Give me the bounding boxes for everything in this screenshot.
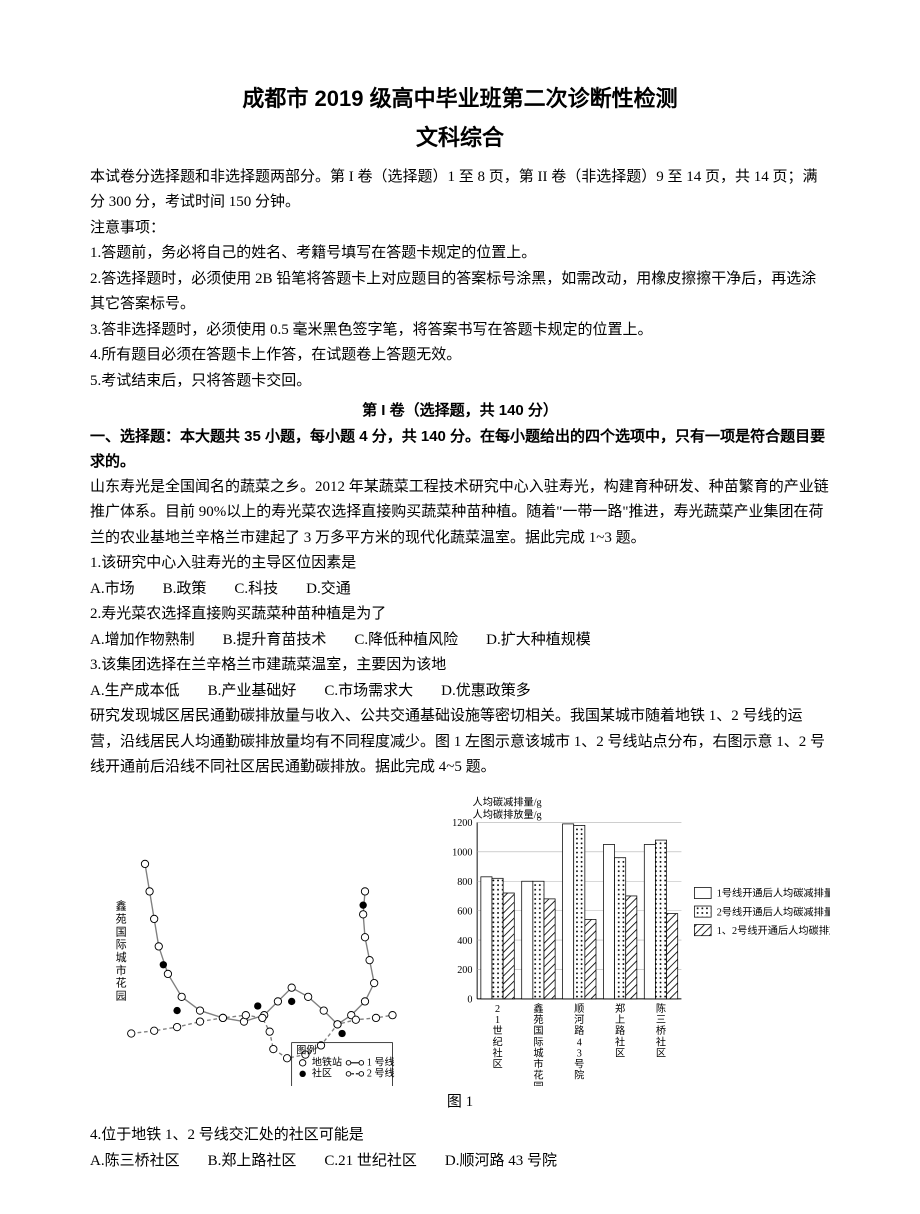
- notice-5: 5.考试结束后，只将答题卡交回。: [90, 369, 830, 395]
- svg-text:1号线开通后人均碳减排量: 1号线开通后人均碳减排量: [717, 886, 830, 899]
- svg-text:1000: 1000: [452, 847, 472, 858]
- svg-text:地铁站: 地铁站: [312, 1055, 342, 1068]
- mcq-instruction: 一、选择题：本大题共 35 小题，每小题 4 分，共 140 分。在每小题给出的…: [90, 424, 830, 475]
- notice-3: 3.答非选择题时，必须使用 0.5 毫米黑色签字笔，将答案书写在答题卡规定的位置…: [90, 318, 830, 344]
- svg-text:社: 社: [656, 1035, 666, 1048]
- q1-stem: 1.该研究中心入驻寿光的主导区位因素是: [90, 551, 830, 577]
- svg-text:顺: 顺: [574, 1003, 584, 1015]
- svg-text:院: 院: [574, 1068, 584, 1081]
- svg-text:区: 区: [615, 1047, 625, 1059]
- q2-stem: 2.寿光菜农选择直接购买蔬菜种苗种植是为了: [90, 602, 830, 628]
- svg-text:图例: 图例: [296, 1043, 316, 1056]
- svg-text:世: 世: [492, 1025, 502, 1037]
- svg-text:上: 上: [615, 1014, 625, 1026]
- svg-text:河: 河: [574, 1014, 584, 1026]
- svg-text:400: 400: [457, 936, 472, 947]
- title-main: 成都市 2019 级高中毕业班第二次诊断性检测: [90, 80, 830, 117]
- svg-text:纪: 纪: [492, 1036, 502, 1048]
- svg-text:1 号线: 1 号线: [367, 1055, 395, 1068]
- q1-opt-d: D.交通: [306, 577, 351, 603]
- svg-text:国: 国: [116, 925, 127, 938]
- q3-options: A.生产成本低 B.产业基础好 C.市场需求大 D.优惠政策多: [90, 679, 830, 705]
- q3-opt-d: D.优惠政策多: [441, 679, 531, 705]
- svg-text:鑫: 鑫: [533, 1002, 543, 1015]
- q2-opt-a: A.增加作物熟制: [90, 628, 195, 654]
- q3-opt-b: B.产业基础好: [208, 679, 297, 705]
- q2-opt-b: B.提升育苗技术: [223, 628, 327, 654]
- figure-1-chart: 人均碳减排量/g人均碳排放量/g 0 200 400 600 800 1000 1200 21世…: [440, 791, 830, 1086]
- svg-text:园: 园: [533, 1081, 543, 1086]
- svg-text:路: 路: [574, 1024, 584, 1037]
- svg-text:际: 际: [116, 938, 127, 951]
- svg-text:社: 社: [615, 1035, 625, 1048]
- svg-text:桥: 桥: [656, 1025, 666, 1037]
- svg-text:郑: 郑: [615, 1002, 625, 1015]
- q3-opt-a: A.生产成本低: [90, 679, 180, 705]
- svg-text:2号线开通后人均碳减排量: 2号线开通后人均碳减排量: [717, 905, 830, 918]
- svg-text:0: 0: [467, 994, 472, 1005]
- svg-text:1: 1: [495, 1015, 500, 1026]
- svg-text:市: 市: [533, 1057, 543, 1070]
- svg-text:社: 社: [492, 1046, 502, 1059]
- part1-heading: 第 I 卷（选择题，共 140 分）: [90, 398, 830, 424]
- svg-text:4: 4: [577, 1037, 582, 1048]
- q1-opt-c: C.科技: [234, 577, 278, 603]
- svg-text:号: 号: [574, 1058, 584, 1070]
- q2-opt-c: C.降低种植风险: [354, 628, 458, 654]
- svg-text:200: 200: [457, 965, 472, 976]
- q4-stem: 4.位于地铁 1、2 号线交汇处的社区可能是: [90, 1123, 830, 1149]
- svg-text:路: 路: [615, 1024, 625, 1037]
- svg-text:市: 市: [116, 963, 127, 977]
- intro-text: 本试卷分选择题和非选择题两部分。第 I 卷（选择题）1 至 8 页，第 II 卷…: [90, 165, 830, 216]
- q3-opt-c: C.市场需求大: [324, 679, 413, 705]
- q4-opt-b: B.郑上路社区: [208, 1149, 297, 1175]
- svg-text:2: 2: [495, 1004, 500, 1015]
- q1-opt-b: B.政策: [163, 577, 207, 603]
- svg-text:社区: 社区: [312, 1066, 332, 1079]
- q2-opt-d: D.扩大种植规模: [486, 628, 591, 654]
- svg-text:人均碳排放量/g: 人均碳排放量/g: [473, 808, 542, 821]
- svg-text:城: 城: [116, 951, 127, 964]
- svg-text:花: 花: [533, 1068, 543, 1081]
- q2-options: A.增加作物熟制 B.提升育苗技术 C.降低种植风险 D.扩大种植规模: [90, 628, 830, 654]
- q1-opt-a: A.市场: [90, 577, 135, 603]
- figure-1: 鑫苑国际城市花园图例地铁站社区1 号线2 号线 人均碳减排量/g人均碳排放量/g…: [90, 791, 830, 1086]
- notice-header: 注意事项：: [90, 216, 830, 242]
- svg-text:800: 800: [457, 877, 472, 888]
- svg-text:区: 区: [492, 1058, 502, 1070]
- q4-opt-a: A.陈三桥社区: [90, 1149, 180, 1175]
- svg-text:1、2号线开通后人均碳排放量: 1、2号线开通后人均碳排放量: [717, 924, 830, 937]
- svg-text:苑: 苑: [116, 912, 127, 925]
- q4-opt-d: D.顺河路 43 号院: [445, 1149, 557, 1175]
- svg-text:陈: 陈: [656, 1002, 666, 1015]
- svg-text:际: 际: [533, 1036, 543, 1048]
- q4-opt-c: C.21 世纪社区: [324, 1149, 417, 1175]
- notice-2: 2.答选择题时，必须使用 2B 铅笔将答题卡上对应题目的答案标号涂黑，如需改动，…: [90, 267, 830, 318]
- svg-text:园: 园: [116, 989, 127, 1002]
- svg-text:国: 国: [533, 1025, 543, 1037]
- q1-options: A.市场 B.政策 C.科技 D.交通: [90, 577, 830, 603]
- svg-text:三: 三: [656, 1015, 666, 1026]
- q4-options: A.陈三桥社区 B.郑上路社区 C.21 世纪社区 D.顺河路 43 号院: [90, 1149, 830, 1175]
- svg-text:2 号线: 2 号线: [367, 1066, 395, 1079]
- svg-text:600: 600: [457, 906, 472, 917]
- figure-1-map: 鑫苑国际城市花园图例地铁站社区 1 号线2 号线: [90, 816, 420, 1086]
- svg-text:人均碳减排量/g: 人均碳减排量/g: [473, 795, 542, 808]
- passage-1: 山东寿光是全国闻名的蔬菜之乡。2012 年某蔬菜工程技术研究中心入驻寿光，构建育…: [90, 475, 830, 552]
- svg-text:花: 花: [116, 977, 127, 990]
- notice-4: 4.所有题目必须在答题卡上作答，在试题卷上答题无效。: [90, 343, 830, 369]
- figure-1-caption: 图 1: [90, 1090, 830, 1116]
- svg-text:3: 3: [577, 1048, 582, 1059]
- svg-text:区: 区: [656, 1047, 666, 1059]
- notice-1: 1.答题前，务必将自己的姓名、考籍号填写在答题卡规定的位置上。: [90, 241, 830, 267]
- svg-text:苑: 苑: [533, 1013, 543, 1026]
- passage-2: 研究发现城区居民通勤碳排放量与收入、公共交通基础设施等密切相关。我国某城市随着地…: [90, 704, 830, 781]
- svg-text:1200: 1200: [452, 818, 472, 829]
- svg-text:鑫: 鑫: [116, 899, 127, 913]
- svg-text:城: 城: [533, 1047, 543, 1059]
- q3-stem: 3.该集团选择在兰辛格兰市建蔬菜温室，主要因为该地: [90, 653, 830, 679]
- title-sub: 文科综合: [90, 119, 830, 156]
